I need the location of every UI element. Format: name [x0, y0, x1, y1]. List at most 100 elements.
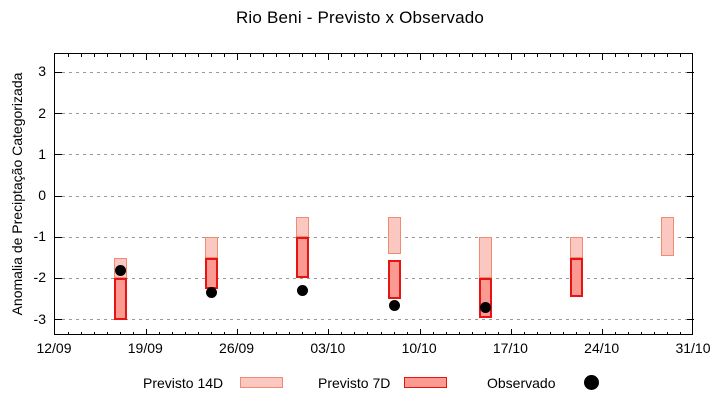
- x-axis-tick: [602, 54, 604, 60]
- x-axis-tick: [197, 54, 199, 57]
- y-tick-label: 0: [38, 187, 46, 203]
- x-axis-tick: [537, 54, 538, 57]
- x-axis-tick: [615, 54, 617, 57]
- x-axis-tick: [471, 54, 473, 57]
- x-axis-tick: [667, 54, 669, 57]
- x-axis-tick: [484, 54, 486, 57]
- x-axis-tick: [328, 54, 330, 60]
- bar-previsto-7d: [570, 257, 584, 297]
- x-axis-tick: [328, 329, 330, 335]
- x-axis-tick: [563, 332, 565, 335]
- x-axis-tick: [654, 332, 656, 335]
- y-axis-tick: [55, 71, 62, 73]
- bar-previsto-14d: [387, 216, 401, 254]
- x-tick-label: 31/10: [675, 340, 711, 356]
- observed-dot: [114, 264, 126, 276]
- x-axis-tick: [537, 332, 538, 335]
- bar-previsto-14d: [661, 216, 675, 256]
- x-axis-tick: [471, 332, 473, 335]
- x-tick-label: 24/10: [584, 340, 620, 356]
- y-axis-tick: [55, 319, 62, 321]
- x-axis-tick: [589, 54, 591, 57]
- x-axis-tick: [237, 329, 239, 335]
- x-tick-label: 03/10: [310, 340, 346, 356]
- x-axis-tick: [171, 54, 173, 57]
- x-axis-tick: [171, 332, 173, 335]
- x-axis-tick: [510, 54, 512, 60]
- x-axis-tick: [576, 332, 578, 335]
- h-gridline: [55, 319, 692, 321]
- x-axis-tick: [80, 332, 82, 335]
- chart-legend: Previsto 14D Previsto 7D Observado: [0, 368, 720, 396]
- legend-label: Observado: [487, 375, 556, 391]
- y-tick-label: 3: [38, 63, 46, 80]
- x-axis-tick: [106, 332, 108, 335]
- bar-previsto-14d: [296, 216, 310, 238]
- x-axis-tick: [93, 54, 95, 57]
- x-axis-tick: [641, 54, 643, 57]
- x-axis-tick: [289, 332, 291, 335]
- bar-previsto-14d: [204, 237, 218, 258]
- x-axis-tick: [263, 332, 265, 335]
- x-axis-tick: [302, 332, 304, 335]
- bar-previsto-7d: [204, 257, 218, 289]
- x-axis-tick: [380, 332, 382, 335]
- x-axis-tick: [315, 54, 317, 57]
- bar-previsto-7d: [296, 237, 310, 279]
- x-axis-tick: [158, 332, 160, 335]
- legend-label: Previsto 14D: [143, 375, 224, 391]
- y-tick-label: 2: [38, 104, 46, 121]
- y-axis-tick: [55, 113, 62, 115]
- x-axis-tick: [432, 54, 434, 57]
- h-gridline: [55, 195, 692, 197]
- x-axis-tick: [523, 332, 525, 335]
- x-axis-tick: [158, 54, 160, 57]
- y-axis-tick: [55, 236, 62, 238]
- x-axis-tick: [224, 332, 226, 335]
- x-axis-tick: [210, 54, 212, 57]
- x-axis-tick: [628, 332, 630, 335]
- bar-previsto-7d: [387, 259, 401, 299]
- y-axis-tick: [687, 236, 694, 238]
- y-axis-tick: [55, 277, 62, 279]
- observed-dot: [388, 299, 400, 311]
- legend-label: Previsto 7D: [318, 375, 391, 391]
- x-axis-tick: [119, 54, 121, 57]
- y-axis-tick: [687, 71, 694, 73]
- x-axis-tick: [263, 54, 265, 57]
- x-axis-tick: [224, 54, 226, 57]
- x-axis-tick: [550, 332, 552, 335]
- y-axis-tick: [687, 319, 694, 321]
- x-axis-tick: [367, 332, 369, 335]
- x-axis-tick: [145, 54, 147, 60]
- y-axis-tick: [55, 154, 62, 156]
- x-axis-tick: [197, 332, 199, 335]
- y-axis-tick: [687, 277, 694, 279]
- x-axis-tick: [93, 332, 95, 335]
- x-axis-tick: [276, 332, 278, 335]
- x-axis-tick: [393, 332, 395, 335]
- x-axis-tick: [406, 54, 408, 57]
- x-axis-tick: [80, 54, 82, 57]
- x-axis-tick: [184, 54, 186, 57]
- bar-previsto-14d: [478, 237, 492, 279]
- observed-dot: [205, 287, 217, 299]
- x-axis-tick: [458, 332, 460, 335]
- x-axis-tick: [250, 332, 252, 335]
- x-axis-tick: [302, 54, 304, 57]
- x-axis-tick: [367, 54, 369, 57]
- x-axis-tick: [393, 54, 395, 57]
- y-tick-label: 1: [38, 145, 46, 162]
- x-axis-tick: [523, 54, 525, 57]
- x-axis-tick: [602, 329, 604, 335]
- x-tick-label: 12/09: [36, 340, 72, 356]
- x-axis-tick: [497, 54, 499, 57]
- x-tick-label: 10/10: [401, 340, 437, 356]
- x-axis-tick: [667, 332, 669, 335]
- x-axis-tick: [419, 54, 421, 60]
- x-axis-tick: [119, 332, 121, 335]
- x-axis-tick: [289, 54, 291, 57]
- x-axis-tick: [628, 54, 630, 57]
- x-axis-tick: [680, 54, 682, 57]
